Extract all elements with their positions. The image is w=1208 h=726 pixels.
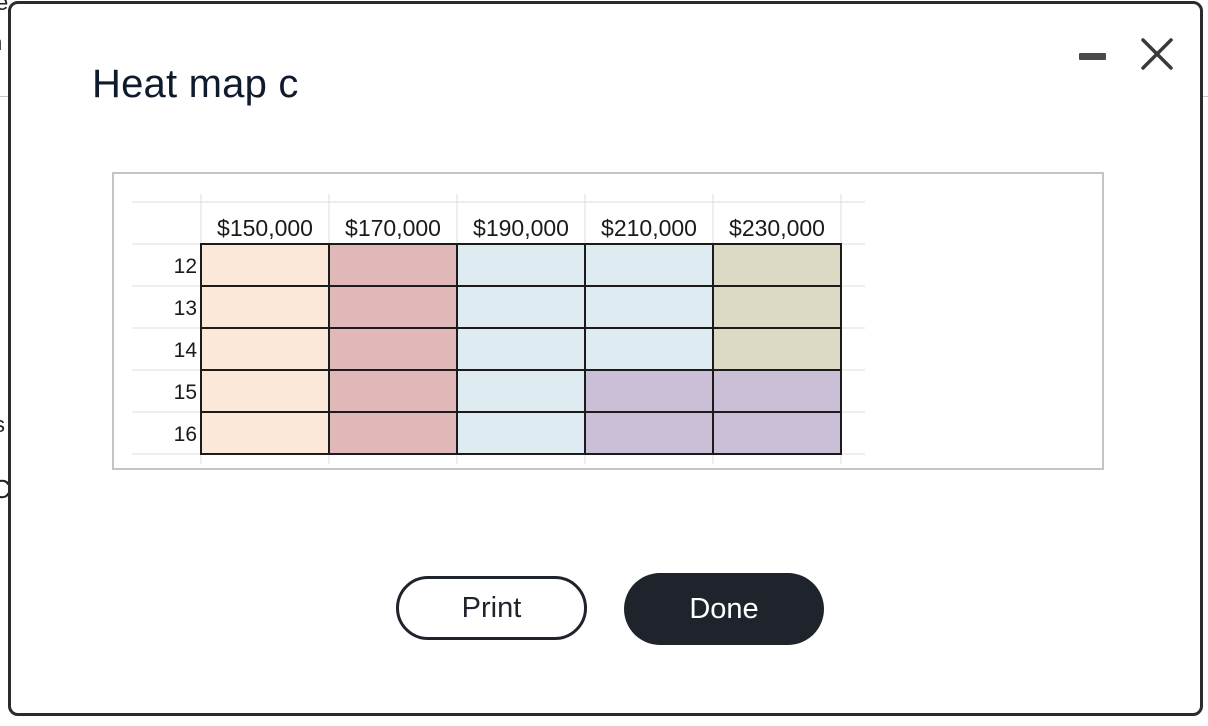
background-text-fragment: C xyxy=(0,474,11,504)
heatmap-cell xyxy=(712,411,842,455)
row-header: 12 xyxy=(174,255,197,278)
heatmap-cell xyxy=(584,327,714,371)
heatmap-cell xyxy=(328,327,458,371)
heatmap-cell xyxy=(200,243,330,287)
column-header: $210,000 xyxy=(601,215,697,241)
heatmap-cell xyxy=(584,411,714,455)
close-icon xyxy=(1141,38,1173,70)
print-button[interactable]: Print xyxy=(396,576,587,640)
row-header: 13 xyxy=(174,297,197,320)
heatmap-cell xyxy=(200,285,330,329)
heatmap-cell xyxy=(456,243,586,287)
row-header: 14 xyxy=(174,339,198,362)
heatmap-cell xyxy=(456,369,586,413)
row-header: 15 xyxy=(174,381,197,404)
heatmap-cell xyxy=(584,369,714,413)
background-text-fragment: s xyxy=(0,412,5,438)
column-header: $190,000 xyxy=(473,215,569,241)
background-text-fragment: e xyxy=(0,0,9,15)
row-header: 16 xyxy=(174,423,197,446)
heatmap-cell xyxy=(456,285,586,329)
heatmap-cell xyxy=(200,411,330,455)
heatmap-cell xyxy=(584,285,714,329)
column-header: $170,000 xyxy=(345,215,441,241)
minimize-button[interactable] xyxy=(1077,38,1109,70)
close-button[interactable] xyxy=(1137,34,1177,74)
heat-map-image: $150,000 $170,000 $190,000 $210,000 $230,000… xyxy=(112,172,1104,470)
done-button[interactable]: Done xyxy=(624,573,824,645)
heatmap-cell xyxy=(456,411,586,455)
heatmap-cell xyxy=(712,327,842,371)
heatmap-cell xyxy=(328,285,458,329)
heatmap-cell xyxy=(584,243,714,287)
heat-map-chart: $150,000 $170,000 $190,000 $210,000 $230,000… xyxy=(132,194,865,464)
heatmap-cell xyxy=(456,327,586,371)
heat-map-dialog: Heat map c $150,000 $170,000 $190,000 $210,… xyxy=(8,1,1203,716)
column-header: $150,000 xyxy=(217,215,313,241)
heatmap-cell xyxy=(712,369,842,413)
heatmap-cell xyxy=(712,243,842,287)
heatmap-cell xyxy=(712,285,842,329)
background-text-fragment: n xyxy=(0,30,2,56)
heatmap-cell xyxy=(200,327,330,371)
heatmap-cell xyxy=(328,411,458,455)
heatmap-cell xyxy=(200,369,330,413)
column-header: $230,000 xyxy=(729,215,825,241)
heatmap-cell xyxy=(328,243,458,287)
dialog-title: Heat map c xyxy=(92,62,299,106)
heatmap-cell xyxy=(328,369,458,413)
